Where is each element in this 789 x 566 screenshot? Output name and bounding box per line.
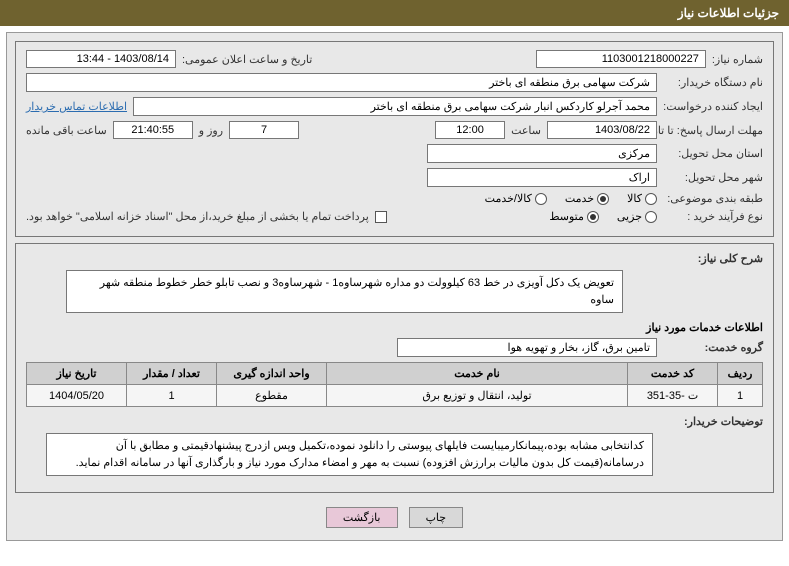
service-group-field: تامین برق، گاز، بخار و تهویه هوا	[397, 338, 657, 357]
desc-label: شرح کلی نیاز:	[663, 252, 763, 265]
radio-partial[interactable]	[645, 211, 657, 223]
province-field: مرکزی	[427, 144, 657, 163]
proc-medium-label: متوسط	[549, 210, 584, 223]
th-name: نام خدمت	[327, 363, 628, 385]
process-radio-group: جزیی متوسط	[549, 210, 657, 223]
desc-text: تعویض یک دکل آویزی در خط 63 کیلوولت دو م…	[66, 270, 623, 313]
requester-field: محمد آجرلو کاردکس انبار شرکت سهامی برق م…	[133, 97, 657, 116]
proc-partial-label: جزیی	[617, 210, 642, 223]
desc-box: شرح کلی نیاز: تعویض یک دکل آویزی در خط 6…	[15, 243, 774, 493]
deadline-date-field: 1403/08/22	[547, 121, 657, 139]
buyer-notes-label: توضیحات خریدار:	[663, 415, 763, 428]
announce-date-label: تاریخ و ساعت اعلان عمومی:	[182, 53, 312, 66]
announce-date-field: 1403/08/14 - 13:44	[26, 50, 176, 68]
need-number-label: شماره نیاز:	[712, 53, 763, 66]
button-row: چاپ بازگشت	[15, 499, 774, 532]
category-label: طبقه بندی موضوعی:	[663, 192, 763, 205]
need-number-field: 1103001218000227	[536, 50, 706, 68]
days-suffix: روز و	[199, 124, 223, 137]
cell-qty: 1	[127, 385, 217, 407]
remaining-time-field: 21:40:55	[113, 121, 193, 139]
radio-goods-service[interactable]	[535, 193, 547, 205]
radio-goods[interactable]	[645, 193, 657, 205]
city-field: اراک	[427, 168, 657, 187]
print-button[interactable]: چاپ	[409, 507, 464, 528]
requester-label: ایجاد کننده درخواست:	[663, 100, 763, 113]
buyer-contact-link[interactable]: اطلاعات تماس خریدار	[26, 100, 127, 113]
buyer-notes-text: کدانتخابی مشابه بوده،پیمانکارمیبایست فای…	[46, 433, 653, 476]
th-code: کد خدمت	[628, 363, 718, 385]
back-button[interactable]: بازگشت	[326, 507, 398, 528]
panel-title: جزئیات اطلاعات نیاز	[678, 6, 779, 20]
th-row: ردیف	[718, 363, 763, 385]
services-table: ردیف کد خدمت نام خدمت واحد اندازه گیری ت…	[26, 362, 763, 407]
days-count-field: 7	[229, 121, 299, 139]
service-group-label: گروه خدمت:	[663, 341, 763, 354]
category-radio-group: کالا خدمت کالا/خدمت	[485, 192, 657, 205]
cat-service-label: خدمت	[565, 192, 594, 205]
cell-name: تولید، انتقال و توزیع برق	[327, 385, 628, 407]
panel-body: شماره نیاز: 1103001218000227 تاریخ و ساع…	[6, 32, 783, 541]
radio-service[interactable]	[597, 193, 609, 205]
panel-header: جزئیات اطلاعات نیاز	[0, 0, 789, 26]
th-date: تاریخ نیاز	[27, 363, 127, 385]
cell-row: 1	[718, 385, 763, 407]
time-label: ساعت	[511, 124, 541, 137]
main-fields-box: شماره نیاز: 1103001218000227 تاریخ و ساع…	[15, 41, 774, 237]
payment-note: پرداخت تمام یا بخشی از مبلغ خرید،از محل …	[26, 210, 369, 223]
province-label: استان محل تحویل:	[663, 147, 763, 160]
table-row: 1 ت -35-351 تولید، انتقال و توزیع برق مق…	[27, 385, 763, 407]
city-label: شهر محل تحویل:	[663, 171, 763, 184]
cell-date: 1404/05/20	[27, 385, 127, 407]
buyer-org-label: نام دستگاه خریدار:	[663, 76, 763, 89]
cat-goods-label: کالا	[627, 192, 642, 205]
remaining-suffix: ساعت باقی مانده	[26, 124, 107, 137]
buyer-org-field: شرکت سهامی برق منطقه ای باختر	[26, 73, 657, 92]
cell-unit: مقطوع	[217, 385, 327, 407]
cat-goods-service-label: کالا/خدمت	[485, 192, 532, 205]
process-label: نوع فرآیند خرید :	[663, 210, 763, 223]
services-info-label: اطلاعات خدمات مورد نیاز	[26, 321, 763, 334]
deadline-label: مهلت ارسال پاسخ: تا تاریخ:	[663, 124, 763, 137]
radio-medium[interactable]	[587, 211, 599, 223]
th-qty: تعداد / مقدار	[127, 363, 217, 385]
th-unit: واحد اندازه گیری	[217, 363, 327, 385]
cell-code: ت -35-351	[628, 385, 718, 407]
deadline-time-field: 12:00	[435, 121, 505, 139]
payment-checkbox[interactable]	[375, 211, 387, 223]
